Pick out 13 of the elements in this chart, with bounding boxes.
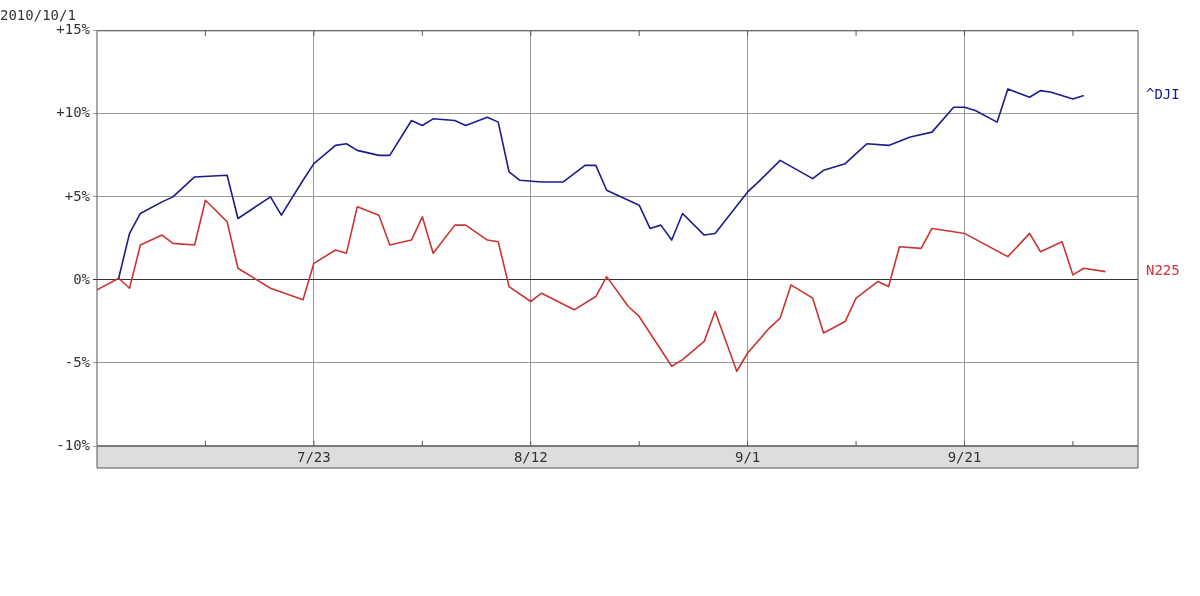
x-tick-label: 7/23 bbox=[297, 448, 331, 465]
y-tick-label: +10% bbox=[56, 104, 91, 121]
text: N225 bbox=[1146, 262, 1180, 279]
x-tick-label: 9/1 bbox=[734, 448, 761, 465]
y-tick-label: -10% bbox=[56, 436, 91, 453]
x-tick-label: 8/12 bbox=[513, 448, 548, 465]
x-tick-label: 9/21 bbox=[947, 448, 982, 465]
y-tick-label: -5% bbox=[64, 353, 91, 370]
chart-title: 2010/10/1 bbox=[0, 7, 76, 24]
y-tick-label: 0% bbox=[73, 270, 91, 287]
y-tick-label: +5% bbox=[64, 187, 91, 204]
text: ^DJI bbox=[1146, 86, 1180, 103]
y-tick-label: +15% bbox=[56, 21, 91, 38]
